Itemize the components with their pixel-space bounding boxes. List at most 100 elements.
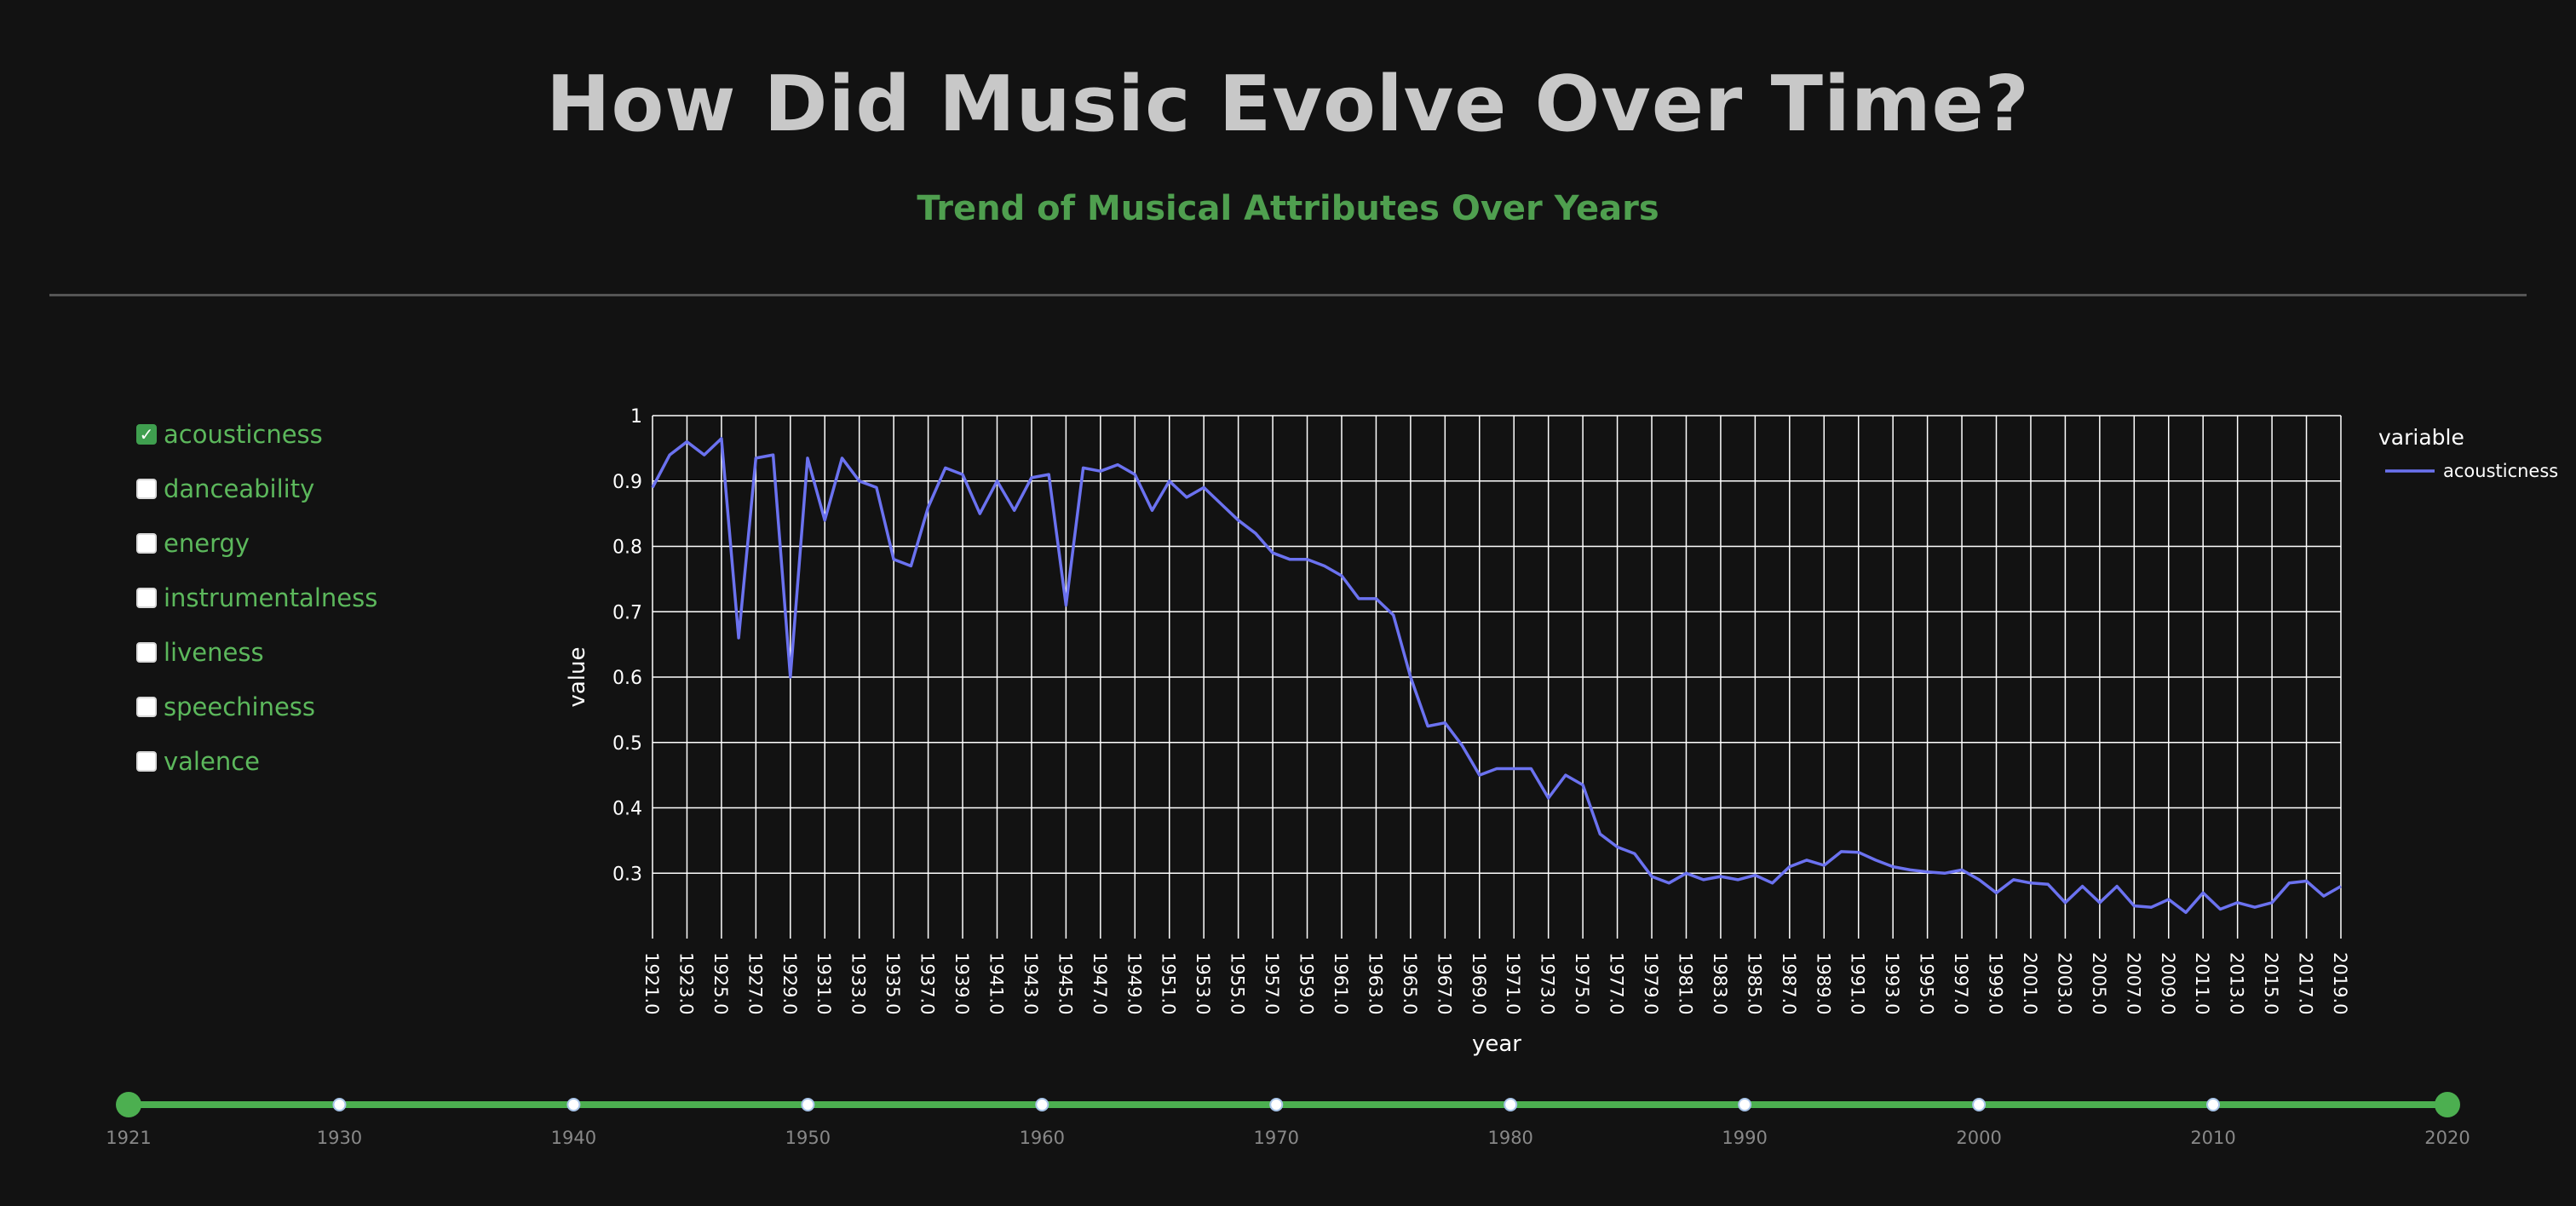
slider-tick-dot: [801, 1098, 815, 1111]
checkbox-item-instrumentalness[interactable]: instrumentalness: [136, 571, 377, 625]
x-tick-label: 1965.0: [1400, 952, 1420, 1014]
checkbox-label[interactable]: valence: [164, 747, 260, 776]
x-tick-label: 1971.0: [1503, 952, 1523, 1014]
x-tick-label: 1955.0: [1228, 952, 1248, 1014]
x-tick-label: 1967.0: [1434, 952, 1454, 1014]
slider-tick-label: 1921: [106, 1128, 151, 1148]
slider-tick-label: 1990: [1722, 1128, 1767, 1148]
x-tick-label: 1951.0: [1159, 952, 1179, 1014]
slider-tick-label: 2020: [2424, 1128, 2470, 1148]
checkbox-instrumentalness[interactable]: [136, 588, 157, 608]
checkbox-label[interactable]: energy: [164, 529, 250, 558]
x-tick-label: 2003.0: [2054, 952, 2074, 1014]
x-tick-label: 1999.0: [1986, 952, 2006, 1014]
x-tick-label: 1977.0: [1607, 952, 1627, 1014]
x-tick-label: 1979.0: [1641, 952, 1661, 1014]
x-tick-label: 1937.0: [917, 952, 938, 1014]
divider: [49, 294, 2527, 296]
x-tick-label: 1939.0: [952, 952, 972, 1014]
x-tick-label: 1987.0: [1779, 952, 1799, 1014]
legend-title: variable: [2378, 425, 2464, 450]
x-tick-label: 1997.0: [1951, 952, 1971, 1014]
checkbox-label[interactable]: liveness: [164, 638, 264, 667]
year-range-slider[interactable]: 1921 1930 1940 1950 1960 1970 1980 1990 2000 2010…: [0, 1082, 2576, 1150]
checkbox-item-speechiness[interactable]: speechiness: [136, 680, 377, 734]
y-tick-label: 0.8: [612, 537, 642, 559]
slider-tick-dot: [1972, 1098, 1987, 1111]
checkbox-label[interactable]: danceability: [164, 474, 315, 503]
slider-handle-end[interactable]: [2435, 1092, 2460, 1117]
slider-tick-label: 2000: [1956, 1128, 2001, 1148]
x-tick-label: 1925.0: [710, 952, 731, 1014]
x-tick-label: 1973.0: [1538, 952, 1558, 1014]
x-tick-label: 2007.0: [2123, 952, 2143, 1014]
checkbox-energy[interactable]: [136, 533, 157, 554]
checkbox-label[interactable]: acousticness: [164, 420, 323, 449]
y-tick-label: 1: [630, 406, 642, 428]
slider-tick-dot: [2206, 1098, 2221, 1111]
x-tick-label: 1943.0: [1021, 952, 1041, 1014]
x-tick-label: 1983.0: [1710, 952, 1730, 1014]
x-tick-label: 2009.0: [2158, 952, 2178, 1014]
slider-tick-label: 1960: [1020, 1128, 1065, 1148]
slider-tick-dot: [566, 1098, 581, 1111]
x-tick-label: 1995.0: [1917, 952, 1937, 1014]
checkbox-label[interactable]: speechiness: [164, 692, 316, 721]
x-tick-label: 2017.0: [2296, 952, 2316, 1014]
x-tick-label: 1923.0: [676, 952, 696, 1014]
y-tick-label: 0.5: [612, 733, 642, 755]
x-tick-label: 1961.0: [1331, 952, 1351, 1014]
page-title: How Did Music Evolve Over Time?: [546, 60, 2030, 149]
page-subtitle: Trend of Musical Attributes Over Years: [917, 189, 1659, 228]
checkbox-acousticness[interactable]: ✓: [136, 424, 157, 445]
checkbox-item-acousticness[interactable]: ✓ acousticness: [136, 407, 377, 462]
slider-tick-dot: [1035, 1098, 1049, 1111]
x-tick-label: 2011.0: [2192, 952, 2212, 1014]
x-tick-label: 1931.0: [814, 952, 834, 1014]
slider-tick-label: 1980: [1487, 1128, 1532, 1148]
x-tick-label: 1989.0: [1813, 952, 1833, 1014]
series-line-acousticness: [651, 437, 2342, 915]
y-axis-title: value: [565, 646, 590, 707]
x-tick-label: 1957.0: [1262, 952, 1282, 1014]
x-tick-label: 1969.0: [1469, 952, 1489, 1014]
line-chart: 0.3 0.4 0.5 0.6 0.7 0.8 0.9 1 1921.0 1923.0 1925.0…: [565, 406, 2558, 1057]
x-tick-label: 1963.0: [1365, 952, 1385, 1014]
checkbox-item-valence[interactable]: valence: [136, 734, 377, 789]
y-tick-label: 0.9: [612, 472, 642, 493]
checkbox-speechiness[interactable]: [136, 697, 157, 717]
x-tick-label: 2015.0: [2261, 952, 2281, 1014]
x-tick-label: 1981.0: [1675, 952, 1695, 1014]
y-tick-label: 0.7: [612, 602, 642, 623]
x-tick-label: 1933.0: [848, 952, 869, 1014]
x-tick-label: 1945.0: [1055, 952, 1075, 1014]
checkbox-item-liveness[interactable]: liveness: [136, 625, 377, 680]
x-tick-label: 2013.0: [2227, 952, 2247, 1014]
x-axis-title: year: [1472, 1031, 1521, 1057]
checkbox-item-danceability[interactable]: danceability: [136, 462, 377, 516]
x-tick-label: 1991.0: [1848, 952, 1868, 1014]
checkbox-label[interactable]: instrumentalness: [164, 583, 378, 612]
x-tick-label: 1929.0: [779, 952, 800, 1014]
variable-checkbox-list: ✓ acousticness danceability energy instr…: [136, 407, 377, 789]
checkbox-liveness[interactable]: [136, 642, 157, 663]
x-tick-label: 1947.0: [1090, 952, 1110, 1014]
slider-handle-start[interactable]: [116, 1092, 141, 1117]
x-tick-label: 1927.0: [745, 952, 765, 1014]
slider-tick-dot: [332, 1098, 347, 1111]
x-tick-label: 1959.0: [1297, 952, 1317, 1014]
slider-tick-label: 1940: [551, 1128, 596, 1148]
slider-tick-dot: [1504, 1098, 1518, 1111]
legend-label: acousticness: [2443, 461, 2558, 481]
x-tick-label: 1985.0: [1744, 952, 1764, 1014]
x-tick-label: 1993.0: [1882, 952, 1902, 1014]
checkbox-valence[interactable]: [136, 751, 157, 772]
checkbox-danceability[interactable]: [136, 479, 157, 499]
x-tick-label: 2001.0: [2020, 952, 2040, 1014]
x-tick-label: 2019.0: [2330, 952, 2350, 1014]
checkbox-item-energy[interactable]: energy: [136, 516, 377, 571]
y-tick-label: 0.6: [612, 668, 642, 689]
x-tick-label: 1949.0: [1124, 952, 1144, 1014]
x-tick-label: 2005.0: [2089, 952, 2109, 1014]
x-tick-label: 1953.0: [1193, 952, 1213, 1014]
